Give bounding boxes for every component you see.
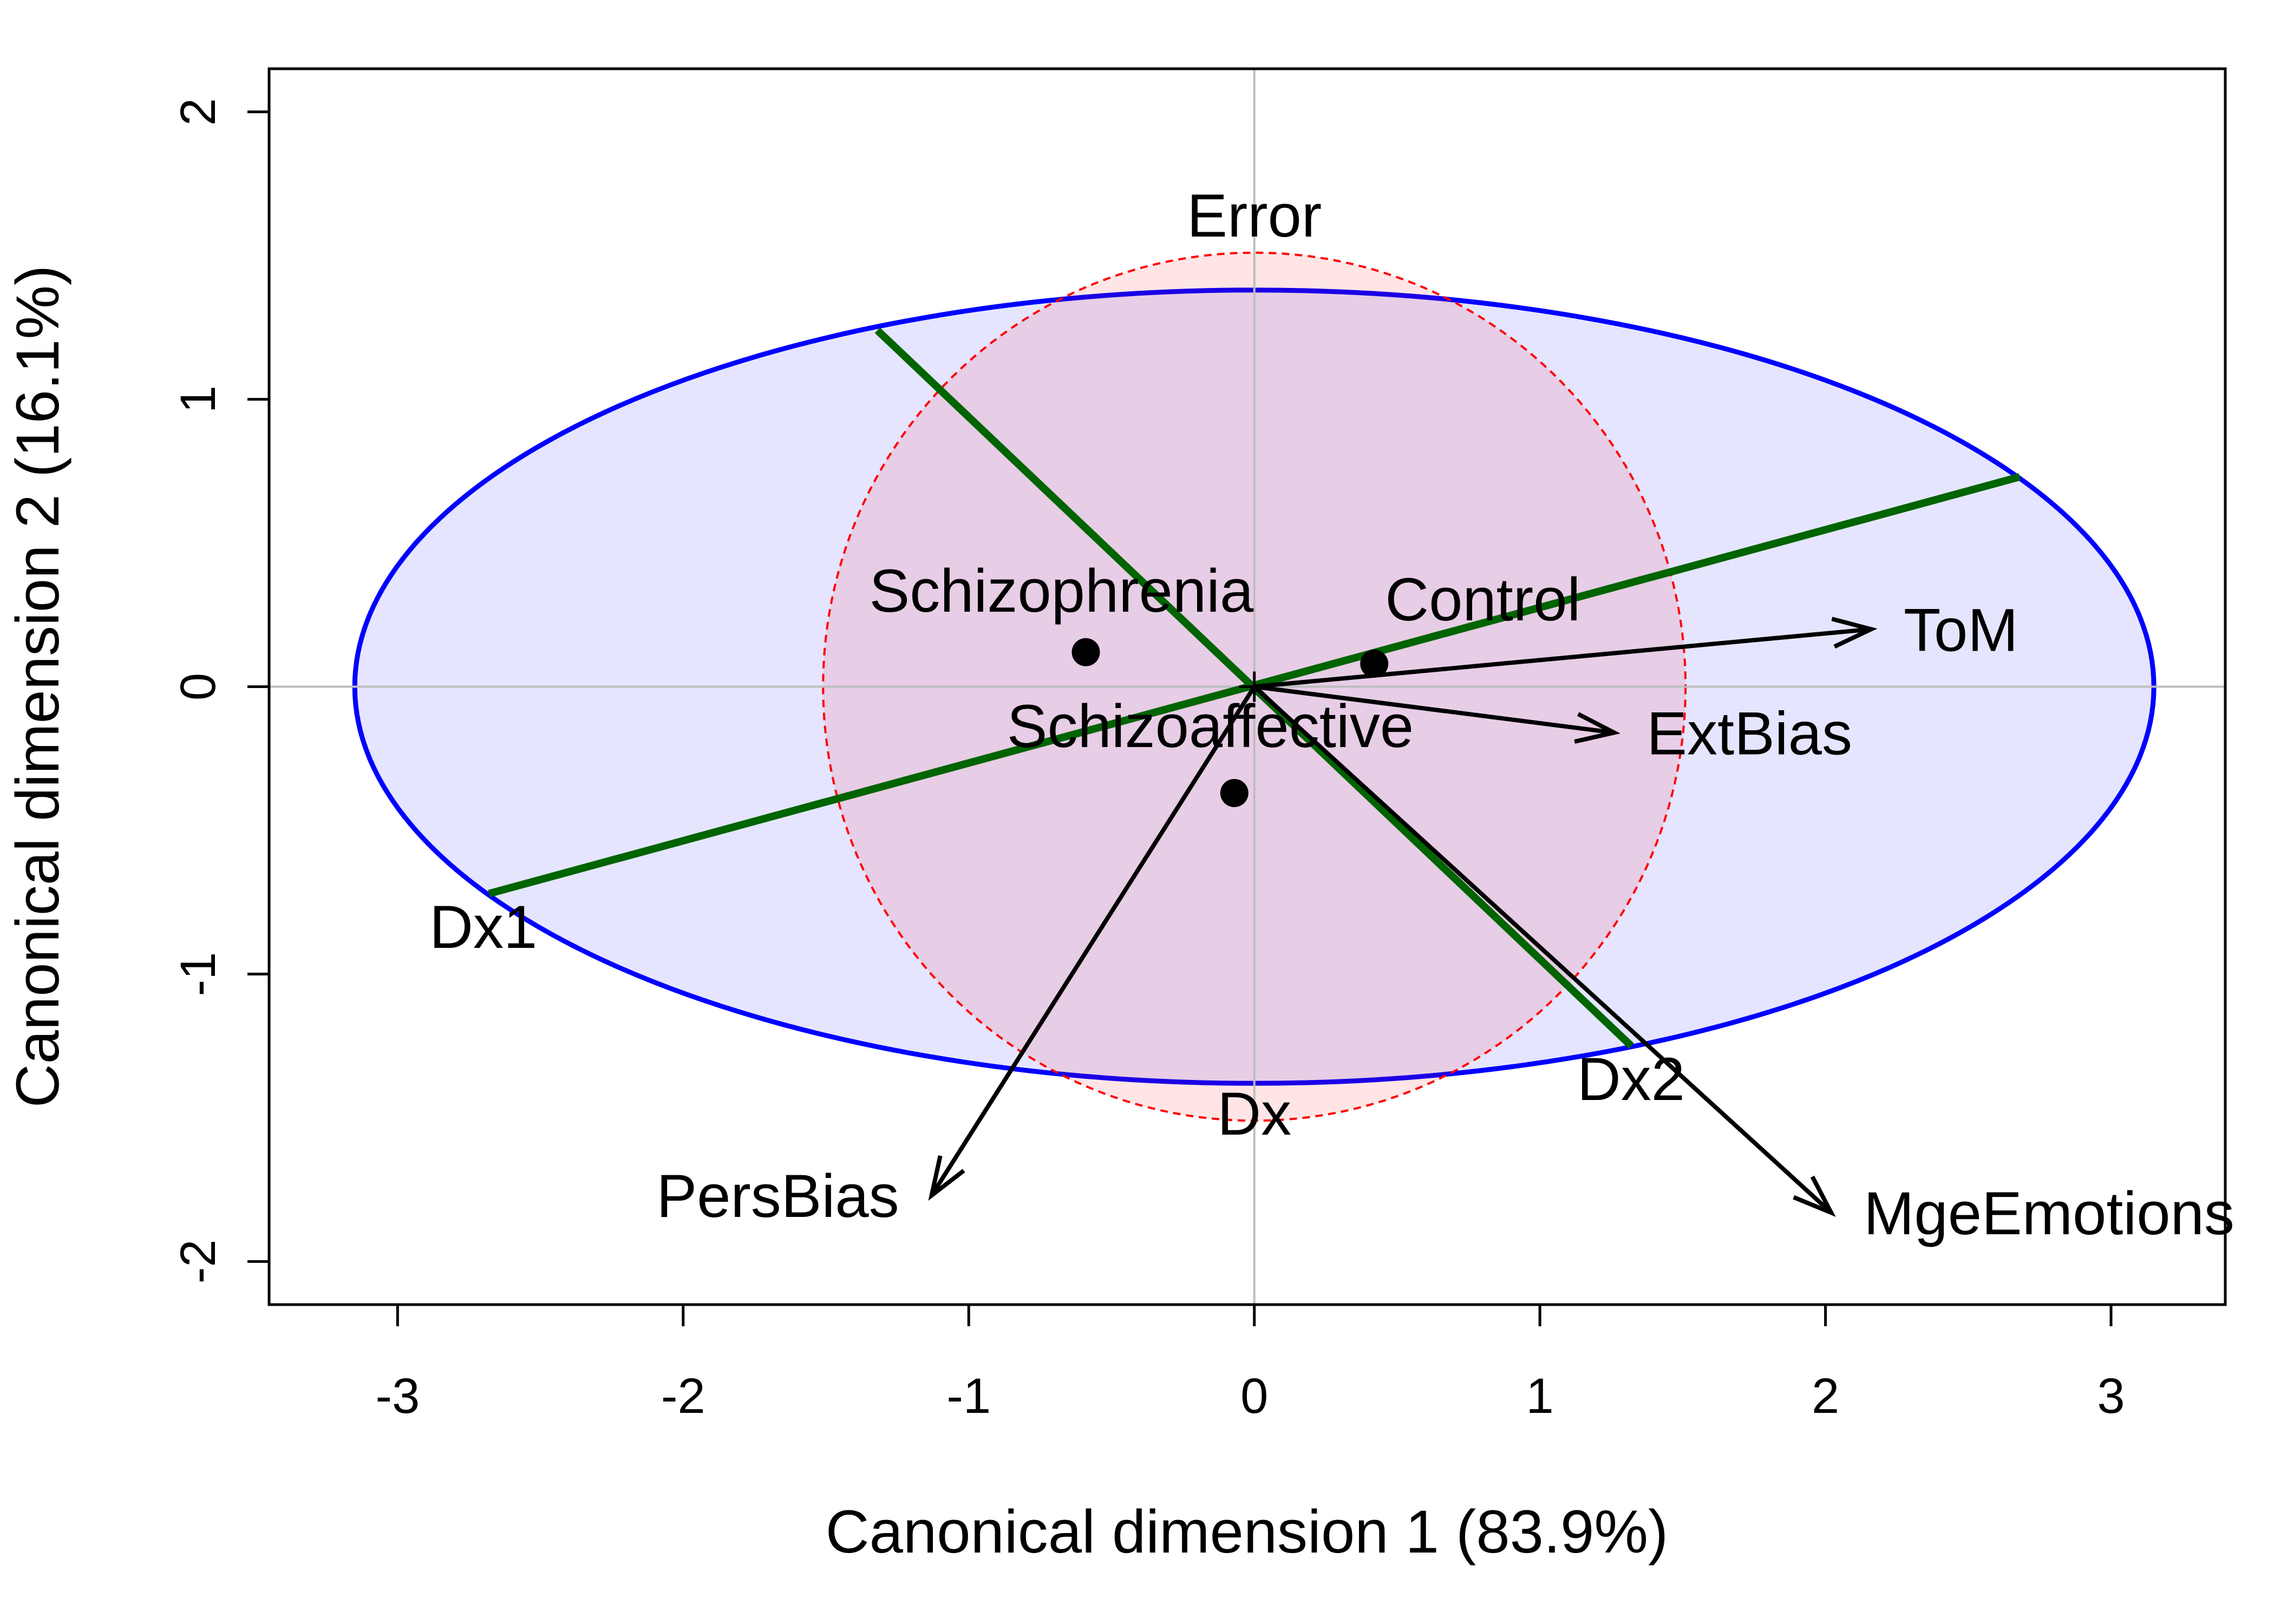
control-point (1360, 650, 1389, 678)
mgeemotions-arrowhead (1793, 1175, 1836, 1217)
dx-label: Dx (1217, 1080, 1291, 1148)
tom-vector (1254, 629, 1871, 689)
plot-marks: Dx Error Dx1 Dx2 Schizophrenia Control Schizoa… (429, 182, 2234, 1247)
schizoaffective-point (1220, 778, 1249, 807)
dx2-label: Dx2 (1577, 1045, 1685, 1113)
extbias-label: ExtBias (1646, 699, 1852, 767)
schizophrenia-label: Schizophrenia (869, 557, 1254, 625)
x-tick-label: 0 (1240, 1368, 1268, 1424)
extbias-vector (1254, 684, 1615, 733)
origin-cross (1239, 671, 1270, 702)
persbias-vector (930, 685, 1257, 1197)
persbias-label: PersBias (657, 1162, 899, 1230)
y-tick-label: 0 (171, 673, 226, 700)
schizoaffective-label: Schizoaffective (1007, 692, 1414, 760)
axes: -3 -2 -1 0 1 2 3 -2 -1 0 1 2 (171, 98, 2125, 1424)
y-tick-label: -2 (171, 1239, 226, 1284)
x-tick-label: 2 (1812, 1368, 1839, 1424)
x-tick-label: -3 (375, 1368, 420, 1424)
control-label: Control (1385, 566, 1580, 633)
extbias-arrowhead (1574, 712, 1620, 744)
y-axis-title: Canonical dimension 2 (16.1%) (4, 265, 71, 1108)
mgeemotions-label: MgeEmotions (1864, 1180, 2234, 1247)
tom-label: ToM (1904, 596, 2018, 664)
x-tick-label: 3 (2097, 1368, 2125, 1424)
persbias-arrowhead (928, 1155, 965, 1201)
y-tick-label: 1 (171, 385, 226, 413)
y-tick-label: -1 (171, 952, 226, 997)
plot-area (269, 69, 2225, 1305)
dx1-label: Dx1 (429, 893, 537, 961)
schizophrenia-point (1071, 638, 1100, 666)
tom-arrowhead (1831, 617, 1878, 649)
x-tick-label: 1 (1526, 1368, 1554, 1424)
x-tick-label: -1 (946, 1368, 991, 1424)
error-label: Error (1187, 182, 1322, 250)
mgeemotions-vector (1252, 685, 1833, 1215)
x-tick-label: -2 (661, 1368, 705, 1424)
x-axis-title: Canonical dimension 1 (83.9%) (826, 1498, 1668, 1566)
y-tick-label: 2 (171, 98, 226, 126)
